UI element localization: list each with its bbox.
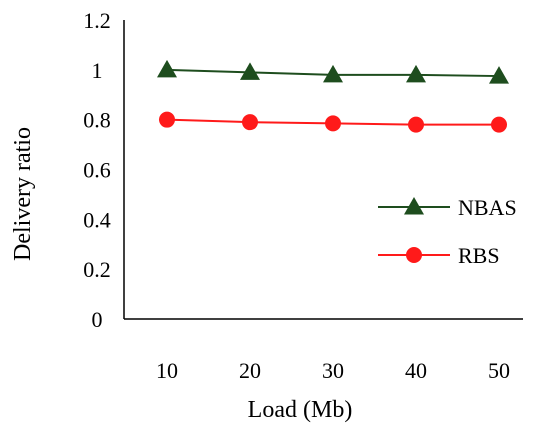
y-axis-title: Delivery ratio [10, 127, 36, 261]
x-tick-label: 50 [488, 358, 510, 383]
data-point-nbas [240, 62, 260, 80]
legend-item-rbs: RBS [378, 243, 500, 268]
data-point-rbs [325, 115, 341, 132]
legend-label: RBS [458, 243, 500, 268]
legend-marker-nbas [404, 197, 424, 215]
series-layer [157, 59, 509, 133]
x-tick-label: 40 [405, 358, 427, 383]
y-tick-label: 0.4 [83, 207, 111, 232]
data-point-rbs [159, 111, 175, 128]
y-tick-label: 1.2 [83, 8, 111, 33]
x-tick-label: 20 [239, 358, 261, 383]
axes [123, 20, 523, 320]
legend-item-nbas: NBAS [378, 195, 517, 220]
y-tick-label: 0.2 [83, 257, 111, 282]
y-tick-label: 0.6 [83, 158, 111, 183]
x-axis-title: Load (Mb) [248, 397, 353, 423]
legend-marker-rbs [406, 247, 422, 263]
y-tick-labels: 0 0.2 0.4 0.6 0.8 1 1.2 [83, 8, 111, 332]
data-point-nbas [489, 66, 509, 84]
legend-label: NBAS [458, 195, 517, 220]
x-tick-label: 10 [156, 358, 178, 383]
data-point-rbs [242, 114, 258, 131]
y-tick-label: 0 [92, 307, 103, 332]
x-tick-label: 30 [322, 358, 344, 383]
data-point-nbas [323, 64, 343, 83]
y-tick-label: 0.8 [83, 108, 111, 133]
series-nbas [157, 59, 509, 84]
data-point-nbas [157, 59, 177, 78]
data-point-rbs [408, 116, 424, 133]
x-tick-labels: 10 20 30 40 50 [156, 358, 510, 383]
y-tick-label: 1 [92, 58, 103, 83]
series-rbs [159, 111, 507, 133]
data-point-rbs [491, 116, 507, 133]
data-point-nbas [406, 64, 426, 83]
legend: NBAS RBS [378, 195, 517, 268]
